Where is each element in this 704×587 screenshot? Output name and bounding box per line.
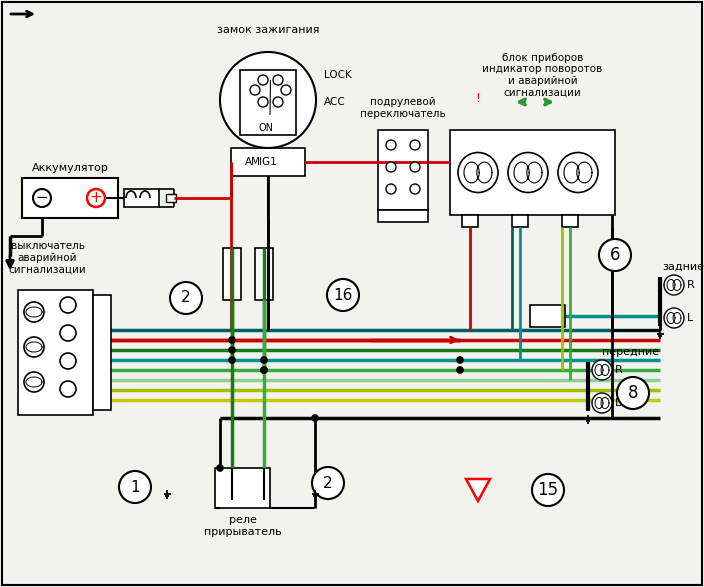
Text: ACC: ACC <box>324 97 346 107</box>
Text: R: R <box>687 280 695 290</box>
Circle shape <box>458 153 498 193</box>
Circle shape <box>410 184 420 194</box>
Text: AM: AM <box>245 157 261 167</box>
Circle shape <box>119 471 151 503</box>
Bar <box>124 189 159 207</box>
Circle shape <box>261 357 267 363</box>
Bar <box>18 290 93 415</box>
Text: 6: 6 <box>610 246 620 264</box>
Text: Аккумулятор: Аккумулятор <box>32 163 108 173</box>
Circle shape <box>229 347 235 353</box>
Text: 16: 16 <box>333 288 353 302</box>
Circle shape <box>60 353 76 369</box>
Bar <box>562 215 578 227</box>
Circle shape <box>457 357 463 363</box>
Circle shape <box>170 282 202 314</box>
Bar <box>512 215 528 227</box>
Bar <box>530 305 565 327</box>
Circle shape <box>24 337 44 357</box>
Circle shape <box>312 467 344 499</box>
Bar <box>462 215 478 227</box>
Circle shape <box>664 275 684 295</box>
Text: IG1: IG1 <box>259 157 277 167</box>
Circle shape <box>261 367 267 373</box>
Circle shape <box>250 85 260 95</box>
Text: LOCK: LOCK <box>324 70 352 80</box>
Polygon shape <box>466 479 490 501</box>
Circle shape <box>60 325 76 341</box>
Circle shape <box>24 372 44 392</box>
Text: 2: 2 <box>323 475 333 491</box>
Circle shape <box>558 153 598 193</box>
Bar <box>215 468 270 508</box>
Text: L: L <box>687 313 693 323</box>
Circle shape <box>410 140 420 150</box>
Circle shape <box>664 308 684 328</box>
Circle shape <box>532 474 564 506</box>
Circle shape <box>24 302 44 322</box>
Text: +: + <box>89 191 102 205</box>
Circle shape <box>386 184 396 194</box>
Circle shape <box>599 239 631 271</box>
Circle shape <box>258 75 268 85</box>
Bar <box>223 248 241 300</box>
Circle shape <box>87 189 105 207</box>
Text: выключатель
аварийной
сигнализации: выключатель аварийной сигнализации <box>8 241 87 275</box>
Text: L: L <box>615 398 621 408</box>
Text: замок зажигания: замок зажигания <box>217 25 319 35</box>
Text: подрулевой
переключатель: подрулевой переключатель <box>360 97 446 119</box>
Circle shape <box>617 377 649 409</box>
Circle shape <box>592 393 612 413</box>
Circle shape <box>261 367 267 373</box>
Circle shape <box>410 162 420 172</box>
Circle shape <box>273 75 283 85</box>
Circle shape <box>220 52 316 148</box>
Circle shape <box>273 97 283 107</box>
Circle shape <box>60 381 76 397</box>
Text: реле
прирыватель: реле прирыватель <box>203 515 282 537</box>
Text: передние: передние <box>602 347 659 357</box>
Circle shape <box>508 153 548 193</box>
Circle shape <box>386 140 396 150</box>
Bar <box>378 210 428 222</box>
Bar <box>93 295 111 410</box>
Text: !: ! <box>475 92 481 104</box>
Bar <box>378 130 428 210</box>
Bar <box>231 148 305 176</box>
Circle shape <box>229 337 235 343</box>
Text: −: − <box>36 191 49 205</box>
Circle shape <box>327 279 359 311</box>
Bar <box>22 178 118 218</box>
Text: 2: 2 <box>181 291 191 305</box>
Text: 1: 1 <box>130 480 140 494</box>
Circle shape <box>217 465 223 471</box>
Circle shape <box>258 97 268 107</box>
Text: 8: 8 <box>628 384 639 402</box>
Text: ON: ON <box>258 123 273 133</box>
Bar <box>450 130 615 215</box>
Text: задние: задние <box>662 262 704 272</box>
Circle shape <box>312 415 318 421</box>
Bar <box>166 194 176 202</box>
Circle shape <box>457 367 463 373</box>
Text: R: R <box>615 365 623 375</box>
Circle shape <box>229 357 235 363</box>
Circle shape <box>60 297 76 313</box>
Circle shape <box>592 360 612 380</box>
Circle shape <box>33 189 51 207</box>
Circle shape <box>386 162 396 172</box>
Text: блок приборов
индикатор поворотов
и аварийной
сигнализации: блок приборов индикатор поворотов и авар… <box>482 53 603 97</box>
Text: 15: 15 <box>537 481 558 499</box>
Circle shape <box>281 85 291 95</box>
Bar <box>240 70 296 135</box>
Bar <box>255 248 273 300</box>
